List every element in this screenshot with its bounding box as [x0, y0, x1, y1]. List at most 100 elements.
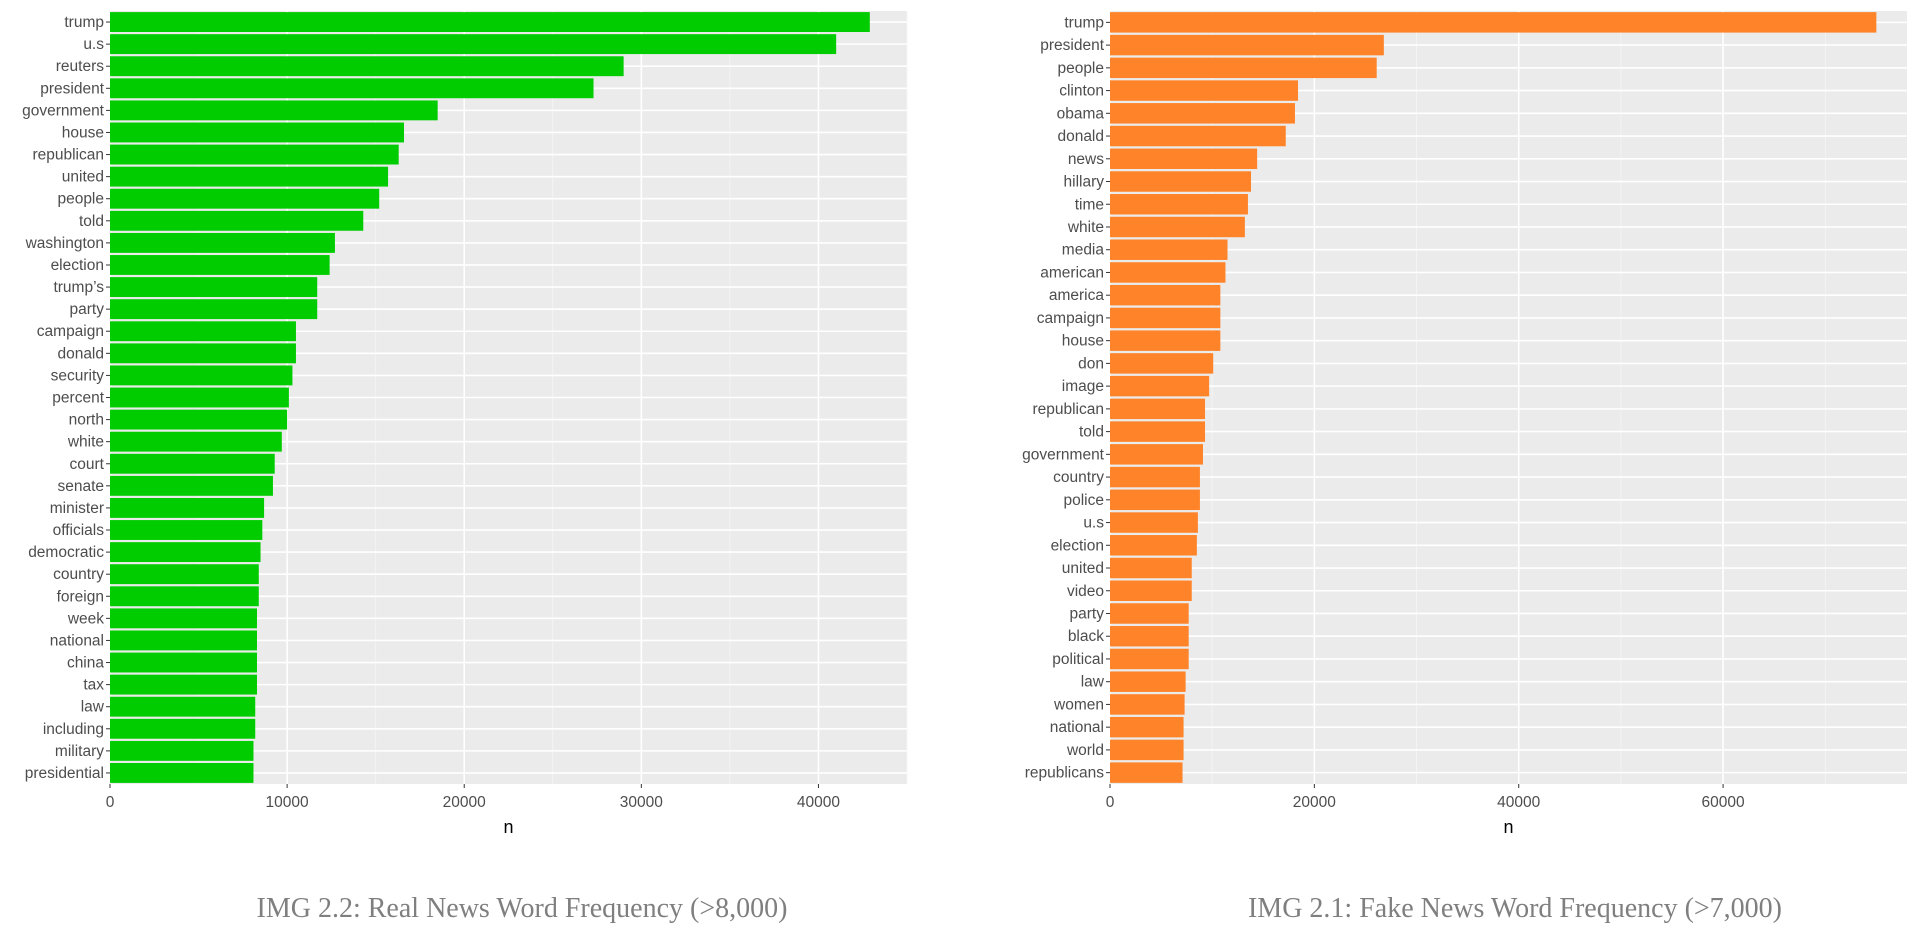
y-tick-label: image — [1062, 378, 1104, 395]
y-tick-label: tax — [83, 677, 104, 694]
y-tick-label: donald — [57, 345, 104, 362]
bar-police — [1110, 489, 1200, 511]
y-tick-label: china — [67, 655, 104, 672]
bar-campaign — [1110, 307, 1221, 329]
bar-time — [1110, 194, 1248, 215]
y-tick-label: reuters — [56, 58, 104, 75]
y-tick-label: united — [62, 169, 104, 186]
bar-reuters — [110, 56, 624, 77]
figure-caption: IMG 2.2: Real News Word Frequency (>8,00… — [257, 893, 788, 924]
x-tick-label: 0 — [106, 794, 115, 811]
y-tick-label: president — [40, 80, 104, 97]
bar-media — [1110, 239, 1228, 260]
y-tick-label: world — [1066, 742, 1104, 759]
x-tick-label: 0 — [1106, 794, 1115, 811]
y-tick-label: national — [1050, 719, 1104, 736]
y-tick-label: obama — [1057, 105, 1105, 122]
y-tick-label: week — [67, 610, 104, 627]
y-tick-label: trump — [64, 14, 104, 31]
y-tick-label: u.s — [83, 36, 104, 53]
y-tick-label: video — [1067, 583, 1104, 600]
bar-told — [110, 210, 364, 231]
bar-minister — [110, 497, 265, 518]
y-tick-label: america — [1049, 287, 1105, 304]
bar-republicans — [1110, 762, 1183, 783]
y-tick-label: people — [57, 191, 104, 208]
figure-caption: IMG 2.1: Fake News Word Frequency (>7,00… — [1248, 893, 1782, 924]
bar-white — [110, 431, 282, 452]
y-tick-label: minister — [50, 500, 104, 517]
y-tick-label: percent — [52, 390, 104, 407]
bar-government — [1110, 444, 1203, 465]
y-tick-label: hillary — [1064, 174, 1105, 191]
bar-republican — [1110, 398, 1206, 420]
bar-president — [110, 78, 594, 99]
y-tick-label: women — [1053, 696, 1104, 713]
x-tick-label: 60000 — [1702, 794, 1745, 811]
y-tick-label: presidential — [25, 765, 104, 782]
y-tick-label: white — [67, 434, 104, 451]
bar-week — [110, 608, 258, 629]
bar-senate — [110, 475, 273, 496]
y-tick-label: washington — [25, 235, 104, 252]
y-tick-label: people — [1057, 60, 1104, 77]
y-tick-label: law — [81, 699, 105, 716]
bar-court — [110, 453, 275, 474]
bar-tax — [110, 674, 258, 695]
y-tick-label: u.s — [1083, 515, 1104, 532]
y-tick-label: campaign — [37, 323, 104, 340]
bar-country — [1110, 466, 1200, 488]
bar-world — [1110, 739, 1184, 761]
y-tick-label: american — [1040, 264, 1104, 281]
y-tick-label: clinton — [1059, 83, 1104, 100]
bar-trump — [1110, 12, 1877, 33]
bar-north — [110, 409, 288, 430]
bar-republican — [110, 144, 399, 165]
bar-united — [1110, 557, 1192, 579]
y-tick-label: country — [1053, 469, 1104, 486]
x-tick-label: 30000 — [620, 794, 663, 811]
bar-news — [1110, 148, 1258, 170]
bar-clinton — [1110, 80, 1299, 101]
y-tick-label: election — [1051, 537, 1104, 554]
bar-washington — [110, 232, 335, 253]
bar-percent — [110, 387, 289, 408]
y-tick-label: government — [1022, 446, 1105, 463]
bar-u-s — [110, 34, 837, 55]
bar-trump-s — [110, 277, 318, 298]
bar-presidential — [110, 763, 254, 783]
y-tick-label: told — [1079, 424, 1104, 441]
bar-video — [1110, 580, 1192, 601]
bar-image — [1110, 375, 1210, 397]
y-tick-label: security — [51, 367, 105, 384]
bar-party — [1110, 603, 1189, 624]
bar-donald — [110, 343, 296, 364]
y-tick-label: foreign — [57, 588, 104, 605]
chart-1: trump u.s reuters president government house r… — [22, 11, 908, 924]
y-tick-label: national — [50, 632, 104, 649]
y-tick-label: senate — [57, 478, 104, 495]
y-tick-label: court — [70, 456, 105, 473]
bar-trump — [110, 12, 870, 32]
bar-national — [110, 630, 258, 651]
y-tick-label: republican — [32, 147, 104, 164]
bar-women — [1110, 694, 1185, 715]
y-tick-label: time — [1075, 196, 1104, 213]
y-tick-label: trump’s — [53, 279, 104, 296]
bar-white — [1110, 216, 1245, 238]
y-tick-label: campaign — [1037, 310, 1104, 327]
bar-law — [110, 696, 256, 717]
bar-house — [1110, 330, 1221, 351]
x-tick-label: 10000 — [266, 794, 309, 811]
bar-law — [1110, 671, 1186, 692]
bar-told — [1110, 421, 1206, 442]
y-tick-label: media — [1062, 242, 1105, 259]
bar-national — [1110, 716, 1184, 738]
x-tick-label: 20000 — [1293, 794, 1336, 811]
y-tick-label: party — [70, 301, 105, 318]
bar-don — [1110, 353, 1214, 374]
bar-obama — [1110, 103, 1295, 124]
y-tick-label: news — [1068, 151, 1104, 168]
y-tick-label: including — [43, 721, 104, 738]
